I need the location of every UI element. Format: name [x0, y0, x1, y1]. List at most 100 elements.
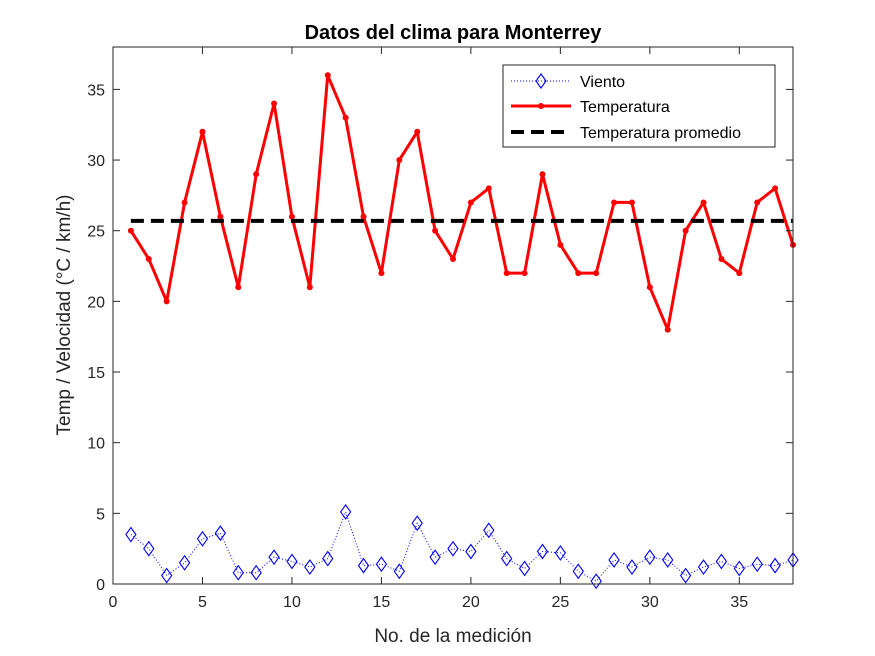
data-point-temperatura	[467, 199, 474, 206]
y-tick-label: 5	[96, 506, 105, 523]
data-point-temperatura	[396, 157, 403, 164]
data-point-viento	[483, 522, 495, 539]
series-line-temperatura	[129, 73, 795, 332]
data-point-viento	[339, 503, 352, 520]
data-point-viento	[214, 525, 227, 542]
data-point-viento	[322, 550, 334, 567]
legend-label-temperatura-promedio: Temperatura promedio	[580, 125, 741, 142]
data-point-temperatura	[342, 114, 349, 121]
legend-item-viento: Viento	[511, 73, 625, 91]
data-point-viento	[429, 549, 441, 566]
data-point-temperatura	[127, 227, 134, 234]
data-point-viento	[268, 549, 280, 566]
data-point-viento	[626, 559, 638, 575]
data-point-viento	[590, 573, 602, 590]
data-point-temperatura	[360, 213, 367, 220]
data-point-viento	[125, 526, 137, 543]
x-tick-label: 15	[373, 594, 391, 611]
legend-item-temperatura: Temperatura	[511, 99, 670, 116]
ticks-layer: 0 5 10 15 20 25 30 35 0 5 10 15 20 25 30 35	[87, 47, 793, 611]
data-point-temperatura	[664, 326, 671, 333]
data-point-temperatura	[557, 241, 564, 248]
data-point-temperatura	[450, 255, 456, 262]
data-point-temperatura	[181, 199, 188, 206]
data-point-temperatura	[288, 213, 295, 220]
legend-marker-temperatura	[538, 103, 544, 109]
legend-label-temperatura: Temperatura	[580, 99, 670, 116]
data-point-temperatura	[163, 298, 170, 305]
legend: Viento Temperatura Temperatura promedio	[502, 64, 776, 148]
data-point-viento	[572, 563, 584, 580]
data-point-temperatura	[145, 255, 152, 262]
data-point-viento	[751, 556, 763, 573]
data-point-viento	[196, 530, 209, 547]
data-point-temperatura	[378, 270, 385, 277]
data-point-temperatura	[593, 270, 600, 277]
plot-frame	[112, 46, 794, 585]
data-point-temperatura	[718, 255, 725, 262]
data-point-viento	[304, 559, 316, 575]
data-point-viento	[357, 557, 370, 574]
data-point-temperatura	[611, 199, 618, 206]
data-point-temperatura	[700, 199, 707, 206]
data-point-temperatura	[306, 284, 313, 291]
legend-item-temperatura-promedio: Temperatura promedio	[511, 125, 741, 142]
data-point-viento	[465, 543, 477, 560]
y-axis-label: Temp / Velocidad (°C / km/h)	[54, 195, 75, 436]
data-point-viento	[644, 549, 656, 566]
data-point-viento	[447, 540, 459, 557]
data-point-viento	[501, 550, 513, 567]
y-tick-label: 35	[87, 82, 105, 99]
data-point-viento	[536, 543, 549, 560]
data-point-temperatura	[414, 128, 421, 135]
data-point-temperatura	[432, 227, 439, 234]
data-point-temperatura	[324, 72, 331, 79]
data-point-viento	[733, 560, 745, 577]
x-tick-label: 0	[109, 594, 118, 611]
data-point-temperatura	[736, 270, 743, 277]
x-tick-label: 10	[283, 594, 301, 611]
data-point-viento	[143, 540, 155, 557]
x-tick-label: 5	[198, 594, 207, 611]
data-point-viento	[375, 556, 388, 573]
data-point-viento	[715, 553, 728, 570]
x-tick-label: 20	[462, 594, 480, 611]
data-point-temperatura	[539, 171, 546, 178]
data-point-temperatura	[253, 171, 260, 178]
data-point-viento	[697, 559, 710, 575]
data-layer	[125, 72, 799, 590]
data-point-temperatura	[271, 100, 278, 107]
x-axis-label: No. de la medición	[374, 626, 531, 647]
data-point-viento	[679, 567, 692, 584]
data-point-viento	[769, 557, 781, 574]
data-point-viento	[286, 553, 298, 570]
data-point-viento	[662, 552, 674, 568]
legend-marker-viento	[535, 73, 547, 89]
data-point-temperatura	[521, 270, 528, 277]
data-point-temperatura	[754, 199, 761, 206]
data-point-viento	[161, 567, 173, 584]
x-tick-label: 30	[641, 594, 659, 611]
data-point-viento	[232, 564, 244, 581]
data-point-viento	[250, 564, 262, 581]
data-point-temperatura	[682, 227, 689, 234]
data-point-viento	[608, 552, 620, 568]
x-tick-label: 25	[551, 594, 569, 611]
y-tick-label: 0	[96, 577, 105, 594]
chart-title: Datos del clima para Monterrey	[305, 22, 603, 44]
data-point-temperatura	[235, 284, 242, 291]
data-point-viento	[554, 544, 567, 561]
y-tick-label: 10	[87, 436, 105, 453]
data-point-viento	[411, 515, 423, 532]
y-tick-label: 25	[87, 224, 105, 241]
data-point-temperatura	[217, 213, 224, 220]
y-tick-label: 20	[87, 294, 105, 311]
data-point-temperatura	[646, 284, 653, 291]
x-tick-label: 35	[730, 594, 748, 611]
data-point-temperatura	[485, 185, 492, 192]
data-point-viento	[393, 563, 405, 580]
data-point-viento	[518, 560, 531, 577]
data-point-temperatura	[628, 199, 635, 206]
y-tick-label: 15	[87, 365, 105, 382]
